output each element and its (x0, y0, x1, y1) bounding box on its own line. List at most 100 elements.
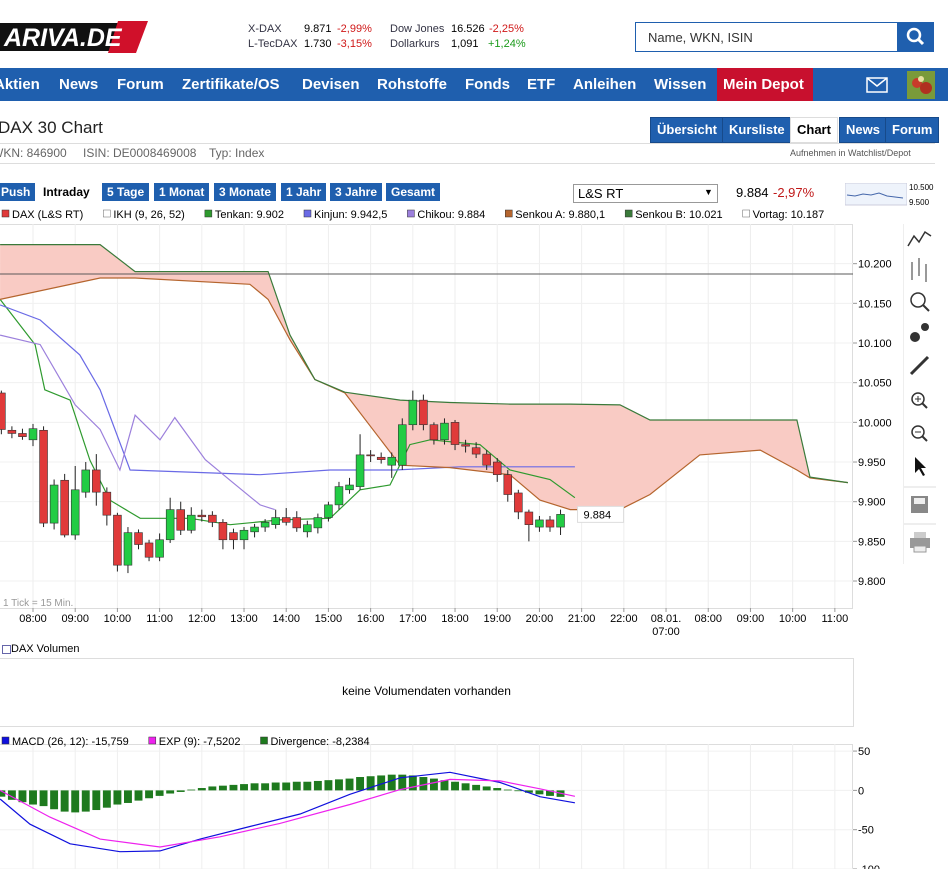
tab-button[interactable]: Übersicht (650, 117, 724, 143)
toolbar-icons (904, 230, 936, 553)
candle-body (461, 444, 470, 447)
candle-body (239, 529, 249, 541)
tab-button[interactable]: Forum (885, 117, 940, 143)
x-tick-label: 16:00 (357, 613, 385, 625)
candle-body (355, 454, 365, 487)
x-tick-label: 10:00 (104, 613, 132, 625)
last-price-tag (577, 505, 625, 523)
divider (0, 163, 935, 164)
nav-item[interactable]: ETF (527, 76, 556, 93)
period-tab[interactable]: Gesamt (386, 183, 441, 201)
indicator-line (0, 334, 275, 511)
candle-body (165, 509, 175, 541)
ticker-name[interactable]: L-TecDAX (248, 38, 298, 50)
tool-save[interactable] (911, 496, 928, 513)
x-tick-label: 17:00 (399, 613, 427, 625)
candle-body (49, 484, 59, 524)
mini-chart (845, 183, 907, 206)
x-tick-label: 12:00 (188, 613, 216, 625)
divergence-bar (387, 774, 396, 791)
period-tab[interactable]: 5 Tage (102, 183, 150, 201)
divergence-bar (472, 784, 481, 791)
candle-body (450, 422, 460, 445)
divergence-bar (145, 790, 154, 799)
period-tab[interactable]: 3 Monate (214, 183, 277, 201)
tool-pointer[interactable] (915, 457, 926, 476)
tab-button[interactable]: News (839, 117, 887, 143)
tool-settings[interactable] (910, 323, 929, 342)
typ: Typ: Index (209, 146, 265, 160)
mini-chart-max: 10.500 (909, 183, 934, 192)
divergence-bar (102, 790, 111, 808)
x-tick-label: 15:00 (315, 613, 343, 625)
tab-button[interactable]: Kursliste (722, 117, 792, 143)
divergence-bar (514, 790, 523, 792)
candle-body (514, 492, 523, 513)
nav-item[interactable]: News (59, 76, 99, 93)
candle-body (0, 392, 6, 430)
indicator-line (0, 304, 575, 476)
candle-body (440, 422, 449, 441)
divergence-bar (71, 790, 80, 813)
nav-item[interactable]: Zertifikate/OS (182, 76, 280, 93)
period-tab[interactable]: Push (0, 183, 36, 201)
watchlist-link[interactable]: Aufnehmen in Watchlist/Depot (790, 148, 911, 158)
last-price-label: 9.884 (584, 509, 612, 521)
tool-indicator[interactable] (910, 292, 930, 312)
logo[interactable]: ARIVA.DE (0, 21, 148, 53)
nav-item[interactable]: Mein Depot (723, 76, 804, 93)
divergence-bar (176, 790, 185, 792)
ticker-name[interactable]: X-DAX (248, 23, 282, 35)
tool-zoom-in[interactable] (911, 392, 928, 409)
nav-item[interactable]: Fonds (465, 76, 510, 93)
y-tick-label: 9.800 (858, 576, 886, 588)
tab-button[interactable]: Chart (790, 117, 838, 143)
nav-item[interactable]: Anleihen (573, 76, 637, 93)
candle-body (524, 511, 534, 525)
period-tab[interactable]: Intraday (38, 183, 95, 201)
x-tick-label: 22:00 (610, 613, 638, 625)
period-tab[interactable]: 1 Jahr (281, 183, 327, 201)
x-tick-label: 19:00 (483, 613, 511, 625)
divergence-bar (303, 781, 312, 791)
candle-body (292, 517, 302, 529)
charts: 08:00 09:00 10:00 11:00 12:00 13:00 14:00 15:00… (0, 209, 892, 869)
x-tick-label: 14:00 (272, 613, 300, 625)
period-tab[interactable]: 3 Jahre (330, 183, 383, 201)
period-tab[interactable]: 1 Monat (154, 183, 210, 201)
legend-label: Tenkan: 9.902 (215, 209, 284, 221)
divergence-bar (250, 783, 259, 791)
candle-body (303, 524, 312, 533)
nav-item[interactable]: Aktien (0, 76, 40, 93)
nav-item[interactable]: Rohstoffe (377, 76, 447, 93)
search-icon (906, 27, 925, 46)
candle-body (113, 514, 122, 566)
divergence-bar (18, 790, 27, 803)
logo-text: ARIVA.DE (3, 24, 123, 52)
ticker-name[interactable]: Dollarkurs (390, 38, 440, 50)
tool-zoom-out[interactable] (911, 425, 928, 442)
nav-item[interactable]: Devisen (302, 76, 360, 93)
exchange-select[interactable]: L&S RT ▼ (573, 184, 718, 203)
avatar[interactable] (907, 71, 935, 99)
nav-item[interactable]: Wissen (654, 76, 707, 93)
search-button[interactable] (897, 22, 934, 52)
legend-label: DAX (L&S RT) (12, 209, 83, 221)
legend-swatch (204, 209, 213, 218)
tool-draw[interactable] (909, 355, 930, 376)
divergence-bar (113, 790, 122, 805)
tool-ohlc[interactable] (911, 258, 927, 282)
divergence-bar (335, 779, 343, 791)
nav-highlight (717, 68, 813, 101)
ticker-name[interactable]: Dow Jones (390, 23, 445, 35)
nav-item[interactable]: Forum (117, 76, 164, 93)
tool-print[interactable] (910, 532, 930, 553)
divergence-bar (377, 775, 386, 791)
divergence-bar (208, 786, 217, 791)
divergence-bar (29, 790, 37, 805)
x-tick-date: 08.01. (651, 613, 682, 625)
mail-icon[interactable] (866, 77, 888, 93)
price: 9.884 (736, 185, 769, 200)
tool-line[interactable] (907, 230, 932, 247)
candle-body (18, 433, 27, 437)
